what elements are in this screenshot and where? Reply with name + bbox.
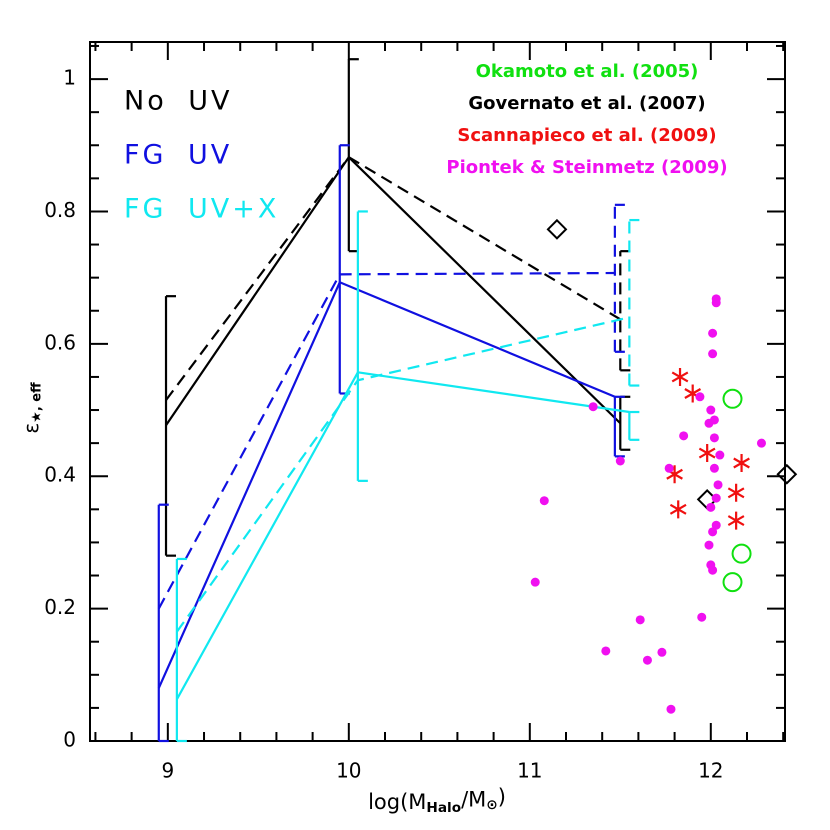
legend-entry: FG UV+X (124, 194, 279, 225)
obs-marker (666, 704, 676, 714)
x-tick-label: 9 (161, 759, 174, 783)
obs-marker (722, 572, 743, 593)
y-axis-label-part: ε (19, 423, 43, 434)
x-tick-label: 12 (698, 759, 723, 783)
obs-marker (776, 463, 798, 485)
obs-marker (546, 218, 568, 240)
y-tick-label: 0.4 (44, 463, 76, 487)
x-axis-label: log(MHalo/M⊙) (368, 785, 506, 816)
obs-marker (695, 392, 705, 402)
obs-marker (669, 500, 687, 519)
y-axis-label-part: ★, eff (29, 382, 44, 423)
y-tick-label: 0 (63, 728, 76, 752)
obs-marker (756, 438, 766, 448)
obs-marker (708, 328, 718, 338)
y-tick-label: 0.6 (44, 330, 76, 354)
obs-marker (698, 444, 716, 463)
obs-marker (711, 493, 721, 503)
plot-frame (89, 41, 786, 742)
obs-marker (711, 520, 721, 530)
legend-entry: Okamoto et al. (2005) (476, 61, 699, 82)
obs-marker (671, 367, 689, 386)
obs-marker (704, 418, 714, 428)
obs-marker (733, 453, 750, 472)
obs-marker (727, 511, 745, 530)
x-tick-label: 10 (336, 759, 361, 783)
model-line (157, 280, 616, 689)
legend-entry: Piontek & Steinmetz (2009) (446, 157, 727, 178)
obs-marker (588, 402, 598, 412)
obs-marker (708, 349, 718, 359)
obs-marker (664, 463, 674, 473)
obs-marker (715, 450, 725, 460)
model-line (157, 271, 615, 610)
obs-marker (709, 433, 719, 443)
x-axis-label-part: ⊙ (486, 797, 497, 813)
x-axis-label-part: ) (498, 785, 506, 809)
model-line (175, 316, 630, 633)
y-tick-label: 0.8 (44, 198, 76, 222)
y-axis-label: ε★, eff (19, 382, 45, 434)
legend-entry: FG UV (124, 140, 232, 171)
obs-marker (731, 543, 752, 564)
obs-marker (708, 527, 718, 537)
obs-marker (697, 612, 707, 622)
obs-marker (615, 456, 625, 466)
obs-marker (530, 577, 540, 587)
obs-marker (657, 647, 667, 657)
obs-marker (709, 463, 719, 473)
legend-entry: Scannapieco et al. (2009) (457, 125, 716, 146)
y-tick-label: 1 (63, 66, 76, 90)
legend-entry: Governato et al. (2007) (468, 93, 705, 114)
x-axis-label-part: Halo (426, 800, 461, 816)
obs-marker (706, 405, 716, 415)
x-axis-label-part: /M (461, 787, 486, 811)
model-line (165, 155, 621, 401)
obs-marker (713, 480, 723, 490)
obs-marker (722, 388, 743, 409)
obs-marker (539, 496, 549, 506)
obs-marker (706, 502, 716, 512)
y-tick-label: 0.2 (44, 595, 76, 619)
obs-marker (708, 565, 718, 575)
obs-marker (679, 431, 689, 441)
obs-marker (711, 298, 721, 308)
legend-entry: No UV (124, 86, 233, 117)
x-tick-label: 11 (517, 759, 542, 783)
obs-marker (642, 655, 652, 665)
obs-marker (635, 615, 645, 625)
obs-marker (704, 540, 714, 550)
obs-marker (601, 646, 611, 656)
obs-marker (727, 483, 745, 502)
x-axis-label-part: log(M (368, 790, 426, 814)
